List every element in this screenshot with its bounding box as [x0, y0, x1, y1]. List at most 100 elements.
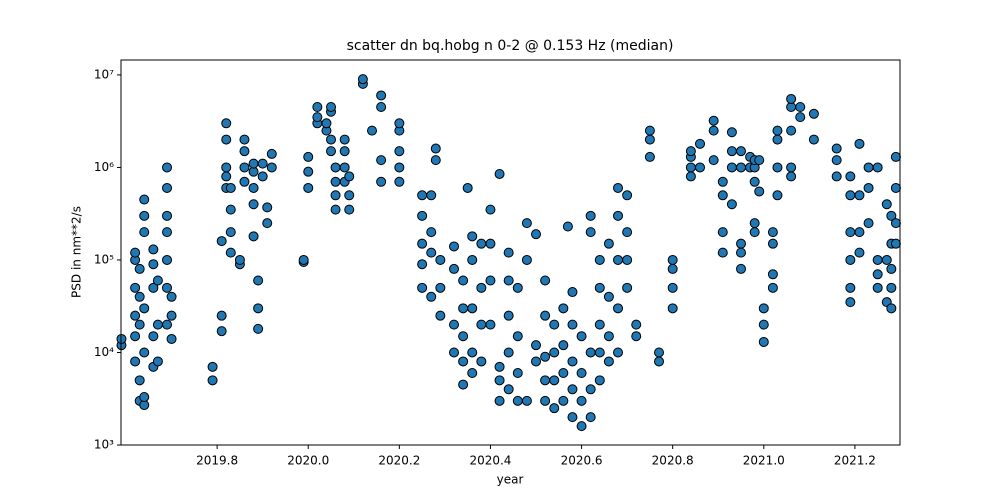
point — [339, 162, 350, 173]
point — [708, 115, 719, 126]
point — [303, 182, 314, 193]
point — [339, 146, 350, 157]
point — [130, 310, 141, 321]
point — [435, 310, 446, 321]
point — [585, 347, 596, 358]
point — [321, 118, 332, 129]
point — [667, 263, 678, 274]
point — [717, 227, 728, 238]
x-tick-label: 2020.2 — [378, 454, 420, 468]
point — [795, 102, 806, 113]
point — [845, 297, 856, 308]
point — [772, 125, 783, 136]
point — [622, 227, 633, 238]
point — [786, 162, 797, 173]
x-tick-label: 2020.4 — [469, 454, 511, 468]
point — [726, 162, 737, 173]
point — [139, 392, 150, 403]
point — [736, 238, 747, 249]
point — [148, 331, 159, 342]
point — [248, 182, 259, 193]
point — [394, 146, 405, 157]
point — [134, 375, 145, 386]
point — [667, 254, 678, 265]
point — [458, 356, 469, 367]
point — [603, 331, 614, 342]
point — [367, 125, 378, 136]
point — [303, 166, 314, 177]
point — [449, 319, 460, 330]
point — [585, 412, 596, 423]
point — [467, 303, 478, 314]
point — [549, 403, 560, 414]
point — [503, 347, 514, 358]
point — [886, 303, 897, 314]
point — [749, 176, 760, 187]
point — [221, 162, 232, 173]
point — [717, 190, 728, 201]
point — [708, 125, 719, 136]
point — [266, 148, 277, 159]
point — [139, 227, 150, 238]
point — [221, 118, 232, 129]
point — [449, 263, 460, 274]
point — [540, 351, 551, 362]
point — [476, 356, 487, 367]
point — [685, 146, 696, 157]
point — [485, 238, 496, 249]
point — [695, 138, 706, 149]
point — [485, 275, 496, 286]
point — [467, 347, 478, 358]
point — [603, 356, 614, 367]
point — [130, 356, 141, 367]
point — [166, 333, 177, 344]
point — [312, 112, 323, 123]
y-tick-label: 10⁶ — [94, 160, 114, 174]
point — [435, 254, 446, 265]
point — [326, 102, 337, 113]
point — [654, 356, 665, 367]
point — [216, 326, 227, 337]
point — [685, 171, 696, 182]
point — [485, 319, 496, 330]
point — [831, 171, 842, 182]
point — [736, 247, 747, 258]
point — [772, 190, 783, 201]
point — [485, 204, 496, 215]
point — [667, 282, 678, 293]
point — [872, 254, 883, 265]
point — [767, 227, 778, 238]
point — [435, 282, 446, 293]
point — [262, 202, 273, 213]
point — [567, 356, 578, 367]
chart-title: scatter dn bq.hobg n 0-2 @ 0.153 Hz (med… — [347, 38, 674, 54]
point — [872, 162, 883, 173]
point — [139, 303, 150, 314]
point — [248, 231, 259, 242]
point — [449, 241, 460, 252]
point — [476, 319, 487, 330]
point — [644, 125, 655, 136]
point — [695, 162, 706, 173]
point — [644, 151, 655, 162]
point — [494, 168, 505, 179]
point — [166, 310, 177, 321]
point — [562, 221, 573, 232]
point — [216, 310, 227, 321]
point — [376, 90, 387, 101]
point — [257, 158, 268, 169]
point — [494, 395, 505, 406]
point — [130, 331, 141, 342]
point — [257, 171, 268, 182]
point — [886, 210, 897, 221]
point — [854, 138, 865, 149]
point — [248, 158, 259, 169]
point — [344, 204, 355, 215]
point — [130, 247, 141, 258]
point — [326, 134, 337, 145]
point — [558, 303, 569, 314]
point — [134, 291, 145, 302]
point — [758, 319, 769, 330]
point — [854, 190, 865, 201]
point — [708, 155, 719, 166]
